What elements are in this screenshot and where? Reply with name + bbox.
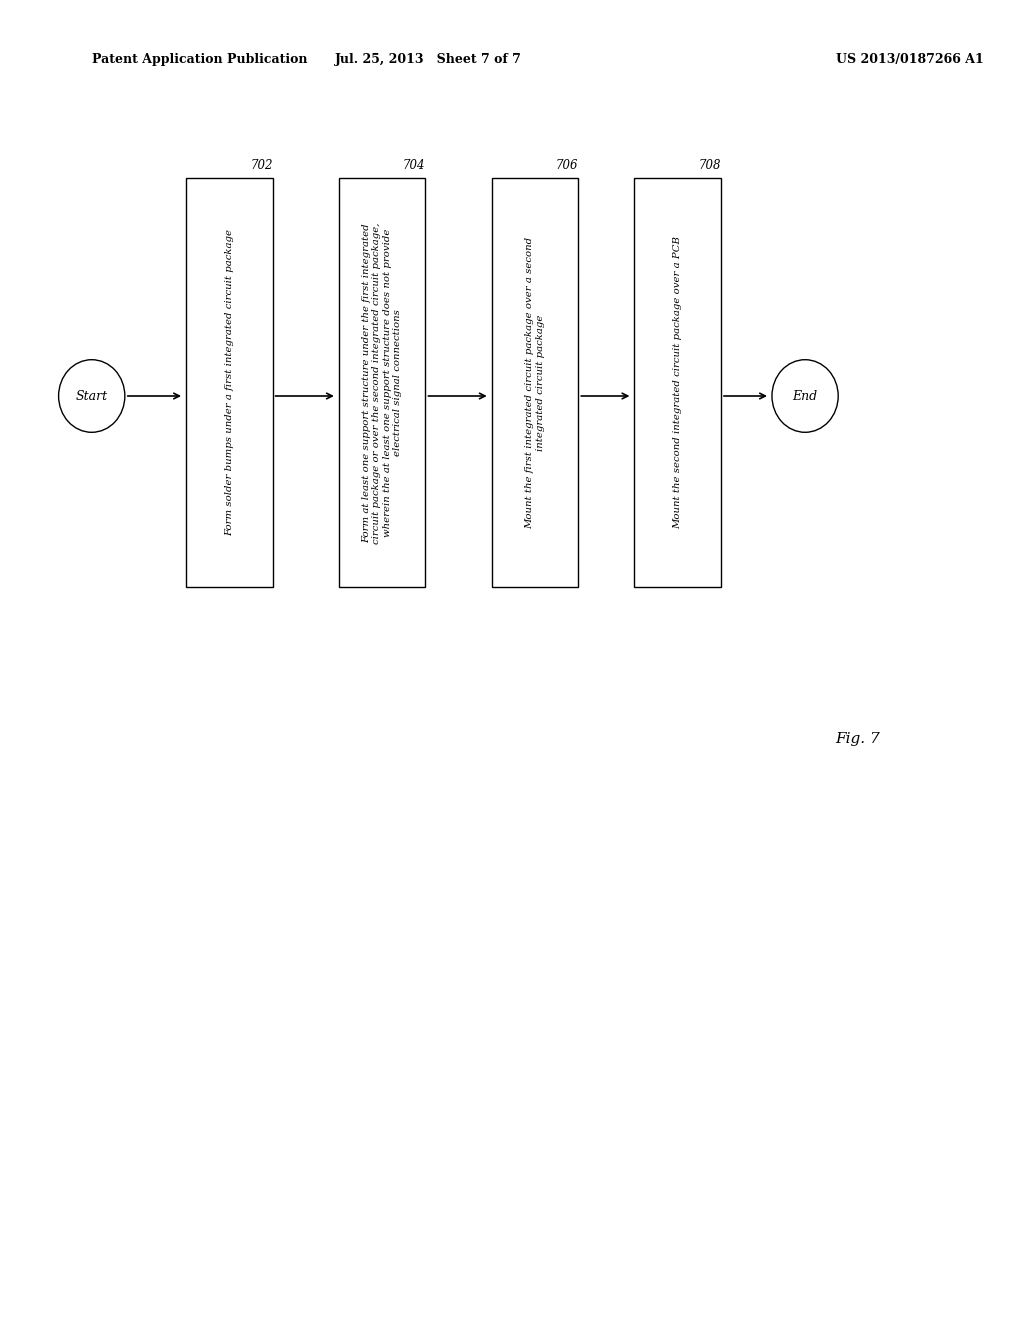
Text: US 2013/0187266 A1: US 2013/0187266 A1 bbox=[836, 53, 983, 66]
Ellipse shape bbox=[772, 360, 839, 433]
Text: Form solder bumps under a first integrated circuit package: Form solder bumps under a first integrat… bbox=[225, 230, 233, 536]
Text: Mount the second integrated circuit package over a PCB: Mount the second integrated circuit pack… bbox=[673, 236, 682, 529]
Text: 708: 708 bbox=[698, 158, 721, 172]
Text: Start: Start bbox=[76, 389, 108, 403]
Text: Mount the first integrated circuit package over a second
integrated circuit pack: Mount the first integrated circuit packa… bbox=[525, 236, 545, 529]
Text: 704: 704 bbox=[403, 158, 426, 172]
Ellipse shape bbox=[58, 360, 125, 433]
FancyBboxPatch shape bbox=[492, 178, 579, 587]
FancyBboxPatch shape bbox=[186, 178, 272, 587]
Text: Fig. 7: Fig. 7 bbox=[836, 733, 881, 746]
FancyBboxPatch shape bbox=[635, 178, 721, 587]
FancyBboxPatch shape bbox=[339, 178, 426, 587]
Text: Patent Application Publication: Patent Application Publication bbox=[92, 53, 307, 66]
Text: Jul. 25, 2013   Sheet 7 of 7: Jul. 25, 2013 Sheet 7 of 7 bbox=[335, 53, 521, 66]
Text: 706: 706 bbox=[556, 158, 579, 172]
Text: Form at least one support structure under the first integrated
circuit package o: Form at least one support structure unde… bbox=[362, 222, 402, 544]
Text: 702: 702 bbox=[250, 158, 272, 172]
Text: End: End bbox=[793, 389, 817, 403]
